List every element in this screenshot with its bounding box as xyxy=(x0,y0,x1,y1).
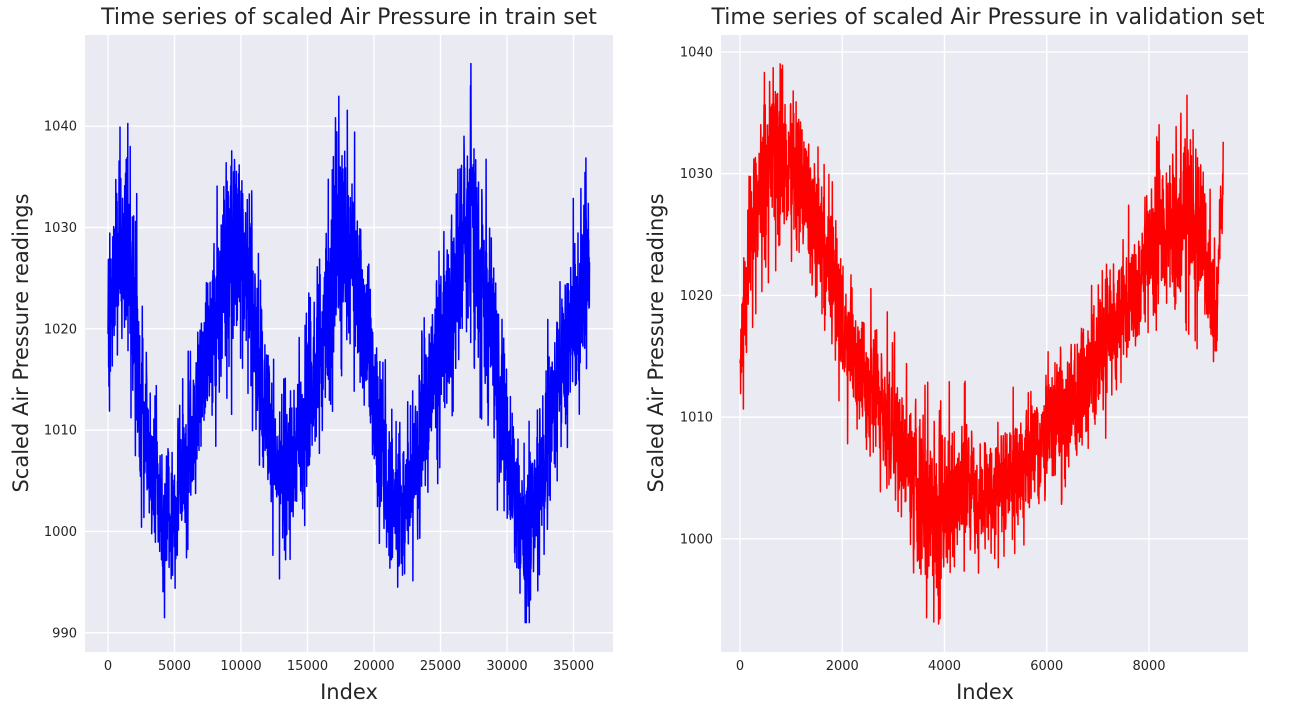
y-tick-label: 1020 xyxy=(680,289,713,304)
x-tick-label: 20000 xyxy=(353,659,394,674)
y-tick-label: 1000 xyxy=(44,525,77,540)
validation-plot-ylabel: Scaled Air Pressure readings xyxy=(644,193,668,493)
x-tick-label: 35000 xyxy=(553,659,594,674)
x-tick-label: 0 xyxy=(104,659,112,674)
y-tick-label: 1030 xyxy=(680,167,713,182)
y-tick-label: 1030 xyxy=(44,221,77,236)
y-tick-label: 990 xyxy=(52,626,77,641)
x-tick-label: 5000 xyxy=(158,659,191,674)
y-tick-label: 1040 xyxy=(44,120,77,135)
x-tick-label: 2000 xyxy=(826,659,859,674)
y-tick-label: 1000 xyxy=(680,532,713,547)
y-tick-label: 1010 xyxy=(680,411,713,426)
timeseries-line xyxy=(739,63,1224,625)
y-tick-label: 1020 xyxy=(44,322,77,337)
x-tick-label: 10000 xyxy=(220,659,261,674)
train-plot-title: Time series of scaled Air Pressure in tr… xyxy=(101,5,597,30)
x-tick-label: 8000 xyxy=(1132,659,1165,674)
validation-plot-title: Time series of scaled Air Pressure in va… xyxy=(711,5,1265,30)
train-plot-xlabel: Index xyxy=(320,680,378,704)
x-tick-label: 0 xyxy=(736,659,744,674)
x-tick-label: 30000 xyxy=(486,659,527,674)
x-tick-label: 4000 xyxy=(928,659,961,674)
validation-plot-xlabel: Index xyxy=(956,680,1014,704)
timeseries-line xyxy=(107,62,591,624)
x-tick-label: 6000 xyxy=(1030,659,1063,674)
x-tick-label: 15000 xyxy=(287,659,328,674)
y-tick-label: 1010 xyxy=(44,424,77,439)
train-plot-ylabel: Scaled Air Pressure readings xyxy=(9,193,33,493)
x-tick-label: 25000 xyxy=(420,659,461,674)
y-tick-label: 1040 xyxy=(680,46,713,61)
